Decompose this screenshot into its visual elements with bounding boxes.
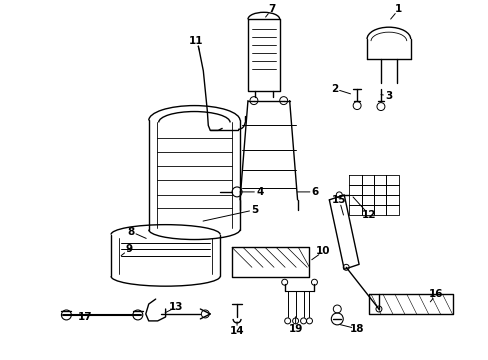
- Text: 11: 11: [189, 36, 203, 46]
- Text: 12: 12: [361, 210, 375, 220]
- Text: 17: 17: [78, 312, 92, 322]
- Text: 9: 9: [125, 244, 132, 255]
- Text: 13: 13: [169, 302, 183, 312]
- Text: 14: 14: [229, 326, 244, 336]
- Text: 6: 6: [311, 187, 319, 197]
- Text: 19: 19: [288, 324, 302, 334]
- Text: 1: 1: [394, 4, 402, 14]
- Text: 10: 10: [315, 247, 330, 256]
- Text: 2: 2: [330, 84, 337, 94]
- Text: 4: 4: [256, 187, 263, 197]
- Text: 15: 15: [331, 195, 346, 205]
- Text: 5: 5: [251, 205, 258, 215]
- Text: 18: 18: [349, 324, 364, 334]
- Text: 16: 16: [428, 289, 443, 299]
- Text: 7: 7: [267, 4, 275, 14]
- Text: 8: 8: [127, 226, 134, 237]
- Text: 3: 3: [385, 91, 392, 101]
